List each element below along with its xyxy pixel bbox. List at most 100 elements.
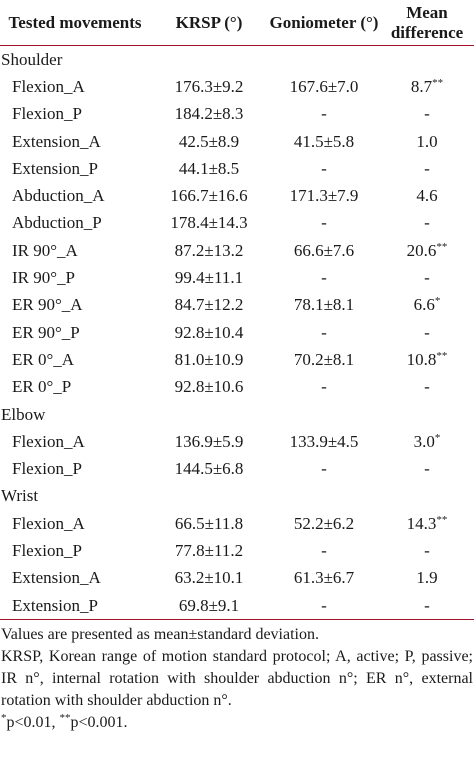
cell: 8.7** [410, 76, 444, 96]
cell: - [321, 104, 327, 124]
cell: - [268, 591, 380, 621]
cell: - [380, 591, 474, 621]
cell: 133.9±4.5 [289, 431, 359, 451]
cell: 178.4±14.3 [170, 213, 248, 233]
movement-label: Flexion_P [12, 540, 82, 560]
cell: - [424, 158, 430, 178]
data-row: ER 90°_A 84.7±12.2 78.1±8.1 6.6* [0, 292, 474, 319]
cell: - [424, 540, 430, 560]
data-row: Flexion_A 176.3±9.2 167.6±7.0 8.7** [0, 73, 474, 100]
data-row: Extension_A 63.2±10.1 61.3±6.7 1.9 [0, 565, 474, 592]
cell: - [321, 459, 327, 479]
data-row: Flexion_P 144.5±6.8 - - [0, 455, 474, 482]
cell: 61.3±6.7 [293, 568, 355, 588]
movement-label: Flexion_A [12, 76, 85, 96]
movement-label: Extension_A [12, 131, 101, 151]
data-row: Abduction_P 178.4±14.3 - - [0, 210, 474, 237]
note: *p<0.01, **p<0.001. [1, 712, 128, 732]
cell: 42.5±8.9 [178, 131, 240, 151]
movement-label: ER 90°_A [12, 295, 83, 315]
note: Values are presented as mean±standard de… [1, 626, 319, 644]
cell: 184.2±8.3 [174, 104, 244, 124]
cell: 167.6±7.0 [289, 76, 359, 96]
movement-label: Extension_P [12, 158, 98, 178]
cell: - [321, 268, 327, 288]
cell: 144.5±6.8 [174, 459, 244, 479]
section-title: Wrist [1, 486, 39, 506]
cell: 81.0±10.9 [174, 349, 244, 369]
movement-label: IR 90°_P [12, 268, 76, 288]
column-header: Goniometer (°) [268, 0, 380, 46]
data-row: ER 90°_P 92.8±10.4 - - [0, 319, 474, 346]
cell: - [321, 377, 327, 397]
movement-label: Flexion_P [12, 459, 82, 479]
data-row: Abduction_A 166.7±16.6 171.3±7.9 4.6 [0, 182, 474, 209]
data-row: Flexion_P 184.2±8.3 - - [0, 101, 474, 128]
cell: 171.3±7.9 [289, 186, 359, 206]
data-row: Flexion_A 136.9±5.9 133.9±4.5 3.0* [0, 428, 474, 455]
movement-label: IR 90°_A [12, 240, 78, 260]
section-row: Elbow [0, 401, 474, 428]
cell: 84.7±12.2 [174, 295, 244, 315]
cell: 70.2±8.1 [293, 349, 355, 369]
cell: 176.3±9.2 [174, 76, 244, 96]
data-row: Extension_P 44.1±8.5 - - [0, 155, 474, 182]
cell: 41.5±5.8 [293, 131, 355, 151]
movement-label: Extension_A [12, 568, 101, 588]
cell: - [321, 213, 327, 233]
cell: - [424, 213, 430, 233]
data-row: ER 0°_A 81.0±10.9 70.2±8.1 10.8** [0, 346, 474, 373]
data-row: Extension_P 69.8±9.1- - [0, 591, 474, 621]
movement-label: Abduction_P [12, 213, 102, 233]
movement-label: Abduction_A [12, 186, 105, 206]
cell: 20.6** [406, 240, 448, 260]
data-row: Flexion_A 66.5±11.8 52.2±6.2 14.3** [0, 510, 474, 537]
section-row: Wrist [0, 483, 474, 510]
notes: Values are presented as mean±standard de… [0, 620, 474, 734]
data-row: IR 90°_A 87.2±13.2 66.6±7.6 20.6** [0, 237, 474, 264]
cell: 66.6±7.6 [293, 240, 355, 260]
cell: 10.8** [406, 349, 448, 369]
section-row: Shoulder [0, 46, 474, 74]
movement-label: Flexion_P [12, 104, 82, 124]
column-header: KRSP (°) [150, 0, 268, 46]
data-row: IR 90°_P 99.4±11.1 - - [0, 264, 474, 291]
movement-label: ER 0°_A [12, 349, 75, 369]
cell: - [424, 104, 430, 124]
cell: 14.3** [406, 513, 448, 533]
movement-label: Flexion_A [12, 431, 85, 451]
cell: 92.8±10.4 [174, 322, 244, 342]
cell: - [424, 322, 430, 342]
cell: - [321, 540, 327, 560]
cell: 166.7±16.6 [170, 186, 248, 206]
cell: 6.6* [413, 295, 441, 315]
cell: 92.8±10.6 [174, 377, 244, 397]
cell: 99.4±11.1 [174, 268, 244, 288]
cell: 136.9±5.9 [174, 431, 244, 451]
cell: 1.0 [416, 131, 438, 151]
cell: 87.2±13.2 [174, 240, 244, 260]
cell: 52.2±6.2 [293, 513, 355, 533]
cell: - [321, 158, 327, 178]
note: KRSP, Korean range of motion standard pr… [1, 648, 473, 710]
cell: - [424, 459, 430, 479]
movement-label: Flexion_A [12, 513, 85, 533]
cell: 63.2±10.1 [174, 568, 244, 588]
column-header: Mean difference [380, 0, 474, 46]
cell: 3.0* [413, 431, 441, 451]
data-row: ER 0°_P 92.8±10.6 - - [0, 374, 474, 401]
cell: - [424, 377, 430, 397]
movement-label: ER 0°_P [12, 377, 72, 397]
movement-label: ER 90°_P [12, 322, 80, 342]
cell: 77.8±11.2 [174, 540, 244, 560]
header-row: Tested movements KRSP (°) Goniometer (°) Me… [0, 0, 474, 46]
cell: 66.5±11.8 [174, 513, 244, 533]
cell: 69.8±9.1 [150, 591, 268, 621]
data-row: Extension_A 42.5±8.9 41.5±5.8 1.0 [0, 128, 474, 155]
cell: 1.9 [416, 568, 438, 588]
movement-label: Extension_P [0, 591, 150, 621]
cell: 44.1±8.5 [178, 158, 240, 178]
cell: - [424, 268, 430, 288]
cell: 78.1±8.1 [293, 295, 355, 315]
